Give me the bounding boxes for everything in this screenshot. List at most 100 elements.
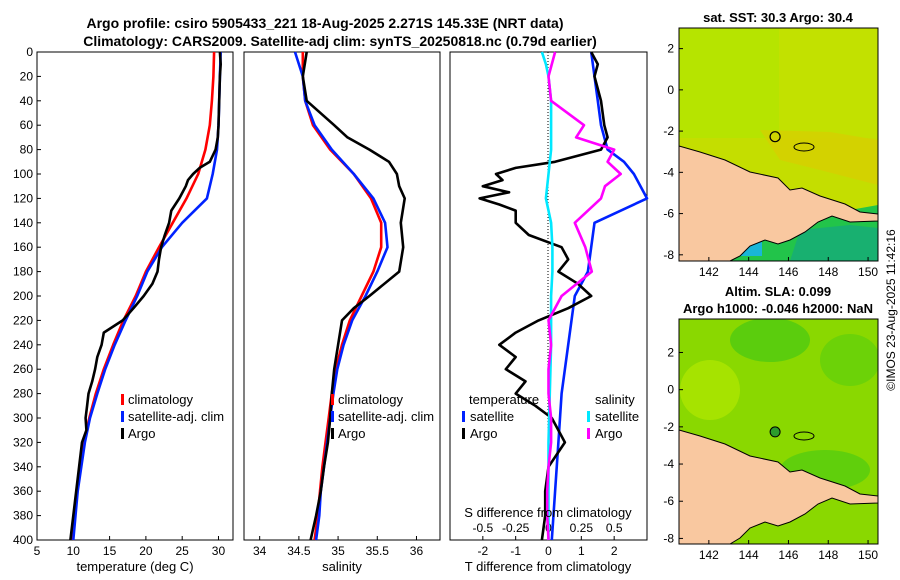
- x-tick-label: -2: [477, 544, 488, 558]
- depth-tick-label: 340: [13, 460, 33, 474]
- depth-tick-label: 400: [13, 533, 33, 547]
- legend-swatch-satellite: [121, 411, 124, 422]
- temperature-panel: 0 20 40 60 80 100 120 140 160 180 200 220 240 260 280 3…: [13, 45, 234, 574]
- legend-label-temp-argo: Argo: [470, 426, 497, 441]
- lat-tick-label: 0: [667, 383, 674, 397]
- depth-tick-label: 100: [13, 167, 33, 181]
- difference-line-temperature-Argo: [478, 51, 609, 541]
- land-new-guinea-sla: [679, 429, 878, 544]
- difference-line-temperature-satellite: [550, 51, 649, 541]
- depth-tick-label: 140: [13, 216, 33, 230]
- s-tick-label: -0.25: [502, 521, 530, 535]
- temperature-profiles: [69, 51, 222, 541]
- salinity-profiles: [293, 51, 407, 541]
- legend-label-climatology: climatology: [128, 392, 194, 407]
- depth-tick-label: 220: [13, 313, 33, 327]
- land-new-guinea-sst: [679, 145, 878, 261]
- legend-swatch-temp-satellite: [462, 411, 465, 422]
- difference-profiles: [478, 51, 649, 541]
- legend-swatch-argo: [331, 428, 334, 439]
- sst-cool-water: [790, 225, 878, 261]
- lon-tick-label: 146: [778, 548, 798, 562]
- lat-tick-label: -6: [663, 494, 674, 508]
- x-tick-label: 0: [545, 544, 552, 558]
- x-tick-label: 20: [139, 544, 153, 558]
- depth-tick-label: 280: [13, 387, 33, 401]
- sla-map-tick-labels: 142 144 146 148 150 2 0 -2 -4 -6 -8: [663, 345, 878, 562]
- legend-swatch-climatology: [121, 394, 124, 405]
- s-tick-label: 0.25: [570, 521, 594, 535]
- lon-tick-label: 148: [818, 265, 838, 279]
- temperature-legend: climatology satellite-adj. clim Argo: [121, 392, 224, 441]
- profile-line-argo: [69, 51, 222, 541]
- sst-warm-patch: [760, 130, 878, 185]
- sla-high-east: [820, 334, 878, 386]
- sst-map-title: sat. SST: 30.3 Argo: 30.4: [703, 10, 854, 25]
- legend-swatch-sal-argo: [587, 428, 590, 439]
- x-tick-label: 36: [410, 544, 424, 558]
- x-tick-label: 10: [67, 544, 81, 558]
- temperature-axis-label: temperature (deg C): [76, 559, 193, 574]
- depth-tick-label: 240: [13, 338, 33, 352]
- x-tick-label: 30: [212, 544, 226, 558]
- lon-tick-label: 146: [778, 265, 798, 279]
- s-tick-label: -0.5: [472, 521, 493, 535]
- profile-line-argo: [301, 51, 407, 541]
- legend-label-satellite: satellite-adj. clim: [128, 409, 224, 424]
- depth-tick-labels: 0 20 40 60 80 100 120 140 160 180 200 220 240 260 280 3…: [13, 45, 41, 547]
- profile-line-climatology: [301, 52, 383, 541]
- sla-low-west: [680, 360, 740, 420]
- difference-panel: -2 -1 0 1 2 -0.5 -0.25 0 0.25 0.5 S difference f…: [449, 51, 649, 574]
- x-tick-label: 34: [253, 544, 267, 558]
- x-tick-label: 34.5: [287, 544, 311, 558]
- x-tick-label: 2: [611, 544, 618, 558]
- temperature-tick-labels: 5 10 15 20 25 30: [34, 536, 226, 558]
- salinity-tick-labels: 34 34.5 35 35.5 36: [253, 536, 423, 558]
- depth-tick-label: 120: [13, 191, 33, 205]
- title-line-2: Climatology: CARS2009. Satellite-adj cli…: [83, 33, 597, 49]
- sla-map-title-line-2: Argo h1000: -0.046 h2000: NaN: [683, 301, 873, 316]
- x-tick-label: 35: [331, 544, 345, 558]
- depth-tick-label: 180: [13, 265, 33, 279]
- sla-argo-marker: [769, 426, 781, 438]
- lon-tick-label: 142: [699, 548, 719, 562]
- x-tick-label: 5: [34, 544, 41, 558]
- salinity-axis-label: salinity: [322, 559, 362, 574]
- depth-tick-label: 200: [13, 289, 33, 303]
- lon-tick-label: 150: [858, 265, 878, 279]
- depth-tick-label: 60: [20, 118, 34, 132]
- difference-line-salinity-Argo: [545, 51, 623, 541]
- lat-tick-label: -4: [663, 457, 674, 471]
- x-tick-label: 25: [176, 544, 190, 558]
- legend-label-sal-satellite: satellite: [595, 409, 639, 424]
- sst-field-warm: [779, 28, 878, 138]
- salinity-legend: climatology satellite-adj. clim Argo: [331, 392, 434, 441]
- lat-tick-label: 2: [667, 42, 674, 56]
- difference-legend: temperature salinity satellite Argo sate…: [462, 392, 639, 441]
- island-outline: [793, 431, 815, 441]
- depth-tick-label: 40: [20, 94, 34, 108]
- lat-tick-label: -8: [663, 248, 674, 262]
- lon-tick-label: 142: [699, 265, 719, 279]
- depth-tick-label: 160: [13, 240, 33, 254]
- depth-tick-label: 80: [20, 143, 34, 157]
- legend-header-salinity: salinity: [595, 392, 635, 407]
- sst-map-field: [679, 28, 878, 261]
- legend-swatch-argo: [121, 428, 124, 439]
- legend-swatch-satellite: [331, 411, 334, 422]
- title-line-1: Argo profile: csiro 5905433_221 18-Aug-2…: [87, 15, 564, 31]
- sst-map-frame: [678, 27, 879, 262]
- lat-tick-label: 0: [667, 83, 674, 97]
- sla-map-panel: Altim. SLA: 0.099 Argo h1000: -0.046 h20…: [663, 284, 879, 562]
- sla-high-north: [730, 319, 810, 362]
- depth-tick-label: 0: [26, 45, 33, 59]
- legend-label-argo: Argo: [128, 426, 155, 441]
- legend-label-climatology: climatology: [338, 392, 404, 407]
- salinity-panel: 34 34.5 35 35.5 36 salinity climatology sate…: [243, 51, 441, 574]
- legend-label-argo: Argo: [338, 426, 365, 441]
- legend-swatch-temp-argo: [462, 428, 465, 439]
- s-difference-axis-label: S difference from climatology: [464, 505, 632, 520]
- lat-tick-label: 2: [667, 345, 674, 359]
- lon-tick-label: 144: [739, 548, 759, 562]
